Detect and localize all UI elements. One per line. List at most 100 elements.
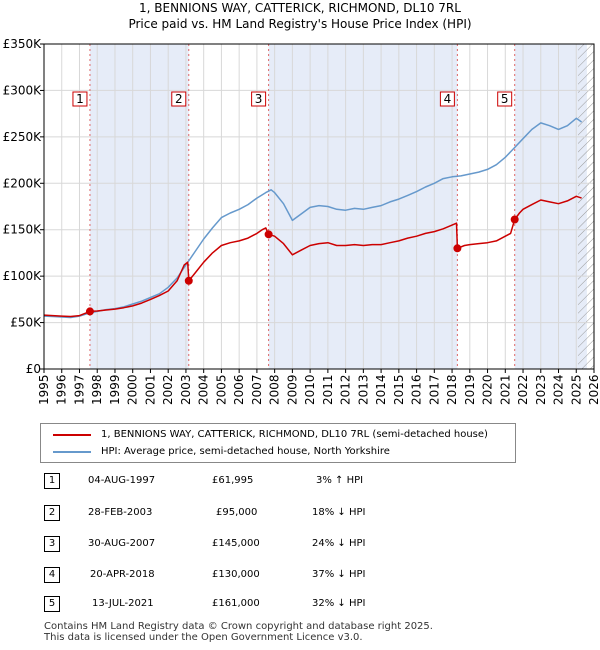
x-tick-label: 2003 [179, 374, 193, 405]
x-tick-label: 2002 [161, 374, 175, 405]
sale-label-box [72, 91, 88, 107]
footer-line-2: This data is licensed under the Open Gov… [44, 632, 363, 643]
table-row: 3 30-AUG-2007 £145,000 24% ↓ HPI [0, 534, 600, 554]
transaction-hpi: 32% ↓ HPI [312, 598, 366, 609]
x-tick-label: 2023 [534, 374, 548, 405]
y-tick-label: £100K [3, 269, 43, 283]
x-tick-label: 2009 [285, 374, 299, 405]
sale-label-box [497, 91, 513, 107]
title-line-2: Price paid vs. HM Land Registry's House … [128, 17, 472, 31]
transaction-price: £145,000 [212, 538, 260, 549]
sale-point [510, 215, 519, 224]
x-tick-label: 2020 [481, 374, 495, 405]
y-tick-label: £50K [10, 316, 42, 330]
x-tick-label: 2011 [321, 374, 335, 405]
x-tick-label: 2015 [392, 374, 406, 405]
transaction-hpi: 24% ↓ HPI [312, 538, 366, 549]
x-tick-label: 2004 [197, 374, 211, 405]
sale-point [453, 244, 462, 253]
x-tick-label: 2024 [552, 374, 566, 405]
transaction-number: 4 [44, 567, 60, 583]
transaction-hpi: 3% ↑ HPI [316, 475, 364, 486]
sale-label: 3 [251, 91, 267, 107]
sale-label-text: 5 [501, 92, 509, 106]
sale-label-box [251, 91, 267, 107]
transaction-hpi: 37% ↓ HPI [312, 569, 366, 580]
x-tick-label: 2026 [587, 374, 600, 405]
x-tick-label: 2014 [374, 374, 388, 405]
chart-title: 1, BENNIONS WAY, CATTERICK, RICHMOND, DL… [0, 0, 600, 32]
x-tick-label: 2006 [232, 374, 246, 405]
x-tick-label: 2008 [268, 374, 282, 405]
sale-label-text: 1 [76, 92, 84, 106]
sale-label-text: 2 [175, 92, 183, 106]
legend-label-property: 1, BENNIONS WAY, CATTERICK, RICHMOND, DL… [101, 429, 488, 440]
x-tick-label: 2001 [143, 374, 157, 405]
x-tick-label: 2007 [250, 374, 264, 405]
legend: 1, BENNIONS WAY, CATTERICK, RICHMOND, DL… [40, 423, 516, 463]
footer: Contains HM Land Registry data © Crown c… [44, 621, 433, 643]
table-row: 5 13-JUL-2021 £161,000 32% ↓ HPI [0, 594, 600, 614]
sale-label: 2 [171, 91, 187, 107]
sale-point [264, 230, 273, 239]
x-tick-label: 2016 [410, 374, 424, 405]
legend-swatch-hpi [53, 451, 91, 453]
table-row: 2 28-FEB-2003 £95,000 18% ↓ HPI [0, 503, 600, 523]
x-tick-label: 2019 [463, 374, 477, 405]
transaction-date: 30-AUG-2007 [88, 538, 156, 549]
x-tick-label: 2010 [303, 374, 317, 405]
hpi-line [43, 117, 583, 319]
transaction-price: £130,000 [212, 569, 260, 580]
sale-point [85, 307, 94, 316]
y-tick-label: £0 [26, 362, 41, 376]
table-row: 1 04-AUG-1997 £61,995 3% ↑ HPI [0, 471, 600, 491]
sale-label-text: 4 [444, 92, 452, 106]
legend-label-hpi: HPI: Average price, semi-detached house,… [101, 446, 390, 457]
property-price-line [43, 195, 582, 318]
plot-frame [43, 43, 595, 370]
sale-label-text: 3 [255, 92, 263, 106]
y-tick-label: £250K [3, 130, 43, 144]
sale-label: 1 [72, 91, 88, 107]
x-tick-label: 2000 [126, 374, 140, 405]
y-tick-label: £350K [3, 37, 43, 51]
sale-label: 4 [439, 91, 455, 107]
x-tick-label: 2012 [339, 374, 353, 405]
transaction-price: £161,000 [212, 598, 260, 609]
x-tick-label: 2018 [445, 374, 459, 405]
transaction-number: 5 [44, 596, 60, 612]
table-row: 4 20-APR-2018 £130,000 37% ↓ HPI [0, 565, 600, 585]
transaction-date: 28-FEB-2003 [88, 507, 153, 518]
x-tick-label: 1998 [90, 374, 104, 405]
hatched-region [578, 44, 594, 369]
sale-label-box [171, 91, 187, 107]
legend-swatch-property [53, 434, 91, 436]
y-tick-label: £300K [3, 83, 43, 97]
sale-point [184, 276, 193, 285]
transaction-number: 3 [44, 536, 60, 552]
transaction-number: 2 [44, 505, 60, 521]
sale-label: 5 [497, 91, 513, 107]
transaction-date: 20-APR-2018 [90, 569, 155, 580]
y-tick-label: £200K [3, 176, 43, 190]
transaction-number: 1 [44, 473, 60, 489]
transaction-date: 13-JUL-2021 [92, 598, 154, 609]
title-line-1: 1, BENNIONS WAY, CATTERICK, RICHMOND, DL… [139, 1, 461, 15]
x-tick-label: 2022 [516, 374, 530, 405]
transaction-date: 04-AUG-1997 [88, 475, 156, 486]
x-tick-label: 2005 [214, 374, 228, 405]
price-chart: 1 2 3 4 5 £0 £50K £100K £150K £200K £250K £300K £35… [3, 37, 600, 405]
x-tick-label: 2021 [498, 374, 512, 405]
transaction-hpi: 18% ↓ HPI [312, 507, 366, 518]
transaction-price: £95,000 [216, 507, 258, 518]
sale-label-box [439, 91, 455, 107]
footer-line-1: Contains HM Land Registry data © Crown c… [44, 621, 433, 632]
x-tick-label: 1996 [55, 374, 69, 405]
x-tick-label: 2013 [356, 374, 370, 405]
x-tick-label: 2017 [427, 374, 441, 405]
x-tick-label: 1997 [72, 374, 86, 405]
x-tick-label: 1999 [108, 374, 122, 405]
x-tick-label: 1995 [37, 374, 51, 405]
y-tick-label: £150K [3, 223, 43, 237]
transaction-price: £61,995 [212, 475, 254, 486]
